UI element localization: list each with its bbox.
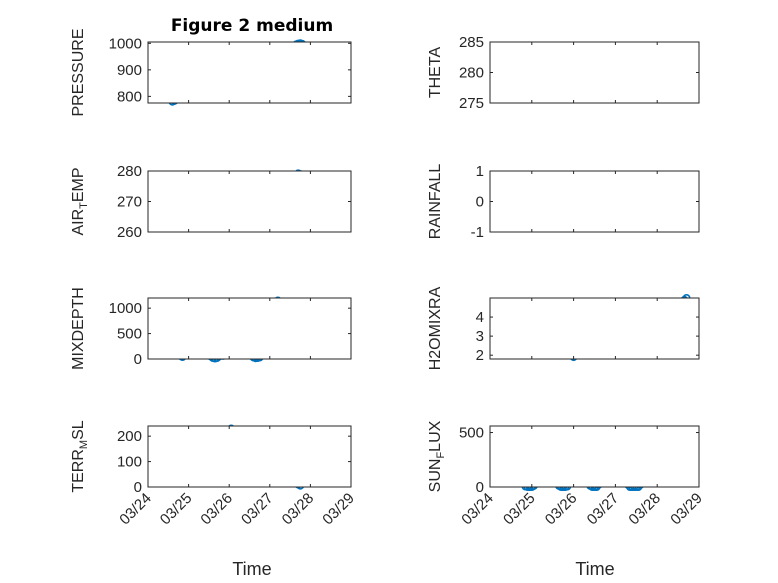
y-tick-label: 280: [117, 163, 142, 180]
y-tick-label: 260: [117, 224, 142, 241]
axes-frame: [489, 297, 700, 360]
y-axis-label-part: SL: [70, 420, 87, 440]
y-tick-label: 0: [476, 194, 484, 211]
y-tick-label: 800: [117, 88, 142, 105]
y-axis-label: MIXDEPTH: [70, 287, 87, 370]
x-axis-label-left: Time: [232, 559, 271, 579]
y-axis-label-subscript: T: [78, 202, 90, 209]
x-tick-label: 03/26: [542, 490, 581, 529]
y-axis-label: TERRMSL: [70, 420, 90, 492]
y-tick-label: 1000: [109, 35, 142, 52]
subplot-air-temp: 260 270 280 AIRTEMP: [70, 163, 352, 241]
axes-frame: [489, 425, 700, 488]
x-tick-label: 03/29: [667, 490, 706, 529]
axes-frame: [147, 170, 352, 233]
y-axis-label-part: EMP: [70, 167, 87, 202]
y-tick-label: 2: [476, 347, 484, 364]
y-axis-label-part: TERR: [70, 449, 87, 493]
axes-frame: [489, 41, 700, 104]
y-tick-label: 275: [459, 95, 484, 112]
y-tick-label: 270: [117, 194, 142, 211]
y-axis-label-subscript: F: [435, 452, 447, 459]
subplot-pressure: 800 900 1000 PRESSURE: [70, 28, 352, 117]
y-axis-label: H2OMIXRA: [427, 286, 444, 370]
y-axis-label: PRESSURE: [70, 28, 87, 116]
y-tick-label: 200: [117, 428, 142, 445]
subplot-theta: 275 280 285 THETA: [427, 34, 700, 112]
x-tick-label: 03/25: [500, 490, 539, 529]
axes-frame: [489, 170, 700, 233]
x-tick-label: 03/28: [279, 490, 318, 529]
y-tick-label: 100: [117, 454, 142, 471]
figure-title: Figure 2 medium: [171, 16, 333, 36]
y-tick-label: 500: [117, 326, 142, 343]
y-tick-label: 0: [134, 479, 142, 496]
y-tick-label: 500: [459, 425, 484, 442]
x-tick-label: 03/29: [319, 490, 358, 529]
y-tick-label: 1000: [109, 300, 142, 317]
y-tick-label: 1: [476, 163, 484, 180]
x-tick-label: 03/28: [625, 490, 664, 529]
y-tick-label: 0: [476, 479, 484, 496]
y-axis-label-part: AIR: [70, 209, 87, 236]
y-axis-label: SUNFLUX: [427, 420, 447, 492]
y-tick-label: 285: [459, 34, 484, 51]
y-axis-label-subscript: M: [78, 440, 90, 449]
y-tick-label: 3: [476, 328, 484, 345]
axes-frame: [147, 41, 352, 104]
y-axis-label: RAINFALL: [427, 164, 444, 240]
axes-frame: [147, 297, 352, 360]
subplot-mixdepth: 0 500 1000 MIXDEPTH: [70, 287, 352, 370]
x-tick-label: 03/27: [584, 490, 623, 529]
y-tick-label: -1: [471, 224, 484, 241]
y-axis-label-part: LUX: [427, 420, 444, 451]
x-axis-label-right: Time: [575, 559, 614, 579]
axes-frame: [147, 425, 352, 488]
y-axis-label-part: SUN: [427, 459, 444, 493]
y-tick-label: 280: [459, 65, 484, 82]
x-tick-label: 03/26: [197, 490, 236, 529]
y-axis-label: THETA: [427, 47, 444, 99]
subplot-h2omixra: 2 3 4 H2OMIXRA: [427, 286, 700, 370]
x-tick-label: 03/27: [238, 490, 277, 529]
y-tick-label: 0: [134, 351, 142, 368]
y-axis-label: AIRTEMP: [70, 167, 90, 235]
y-tick-label: 900: [117, 62, 142, 79]
y-tick-label: 4: [476, 309, 484, 326]
x-tick-label: 03/25: [157, 490, 196, 529]
subplot-rainfall: -1 0 1 RAINFALL: [427, 163, 700, 241]
